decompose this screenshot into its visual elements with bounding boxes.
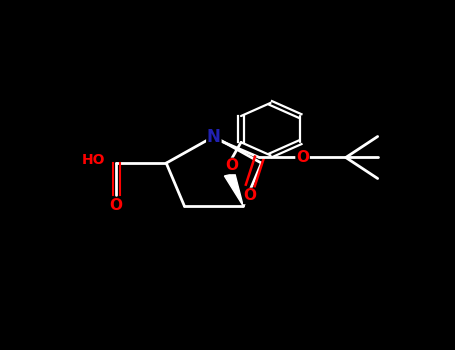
Text: HO: HO xyxy=(81,153,105,167)
Text: O: O xyxy=(225,159,238,173)
Text: N: N xyxy=(207,127,221,146)
Polygon shape xyxy=(224,173,243,206)
Text: O: O xyxy=(296,150,309,165)
Text: O: O xyxy=(244,189,257,203)
Text: O: O xyxy=(110,198,123,212)
